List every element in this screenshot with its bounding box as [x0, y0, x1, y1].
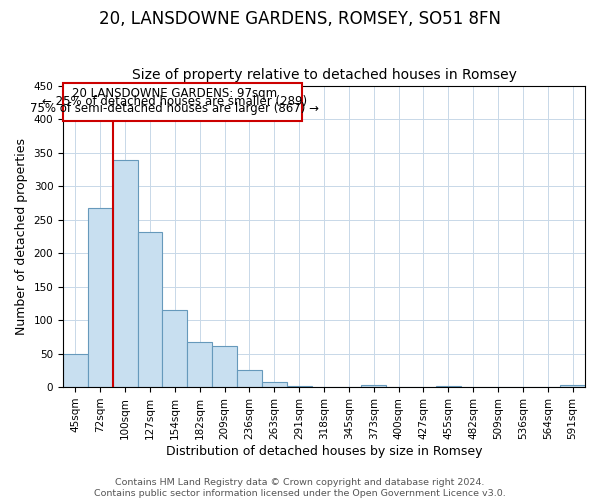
Bar — [113, 160, 137, 387]
Title: Size of property relative to detached houses in Romsey: Size of property relative to detached ho… — [131, 68, 517, 82]
Bar — [88, 208, 113, 387]
Bar — [237, 370, 262, 387]
Bar — [361, 385, 386, 387]
Bar — [137, 232, 163, 387]
Bar — [63, 354, 88, 387]
Text: 20, LANSDOWNE GARDENS, ROMSEY, SO51 8FN: 20, LANSDOWNE GARDENS, ROMSEY, SO51 8FN — [99, 10, 501, 28]
Text: 20 LANSDOWNE GARDENS: 97sqm: 20 LANSDOWNE GARDENS: 97sqm — [73, 88, 277, 101]
Text: 75% of semi-detached houses are larger (867) →: 75% of semi-detached houses are larger (… — [31, 102, 319, 115]
Bar — [163, 310, 187, 387]
Bar — [436, 386, 461, 387]
Text: Contains HM Land Registry data © Crown copyright and database right 2024.
Contai: Contains HM Land Registry data © Crown c… — [94, 478, 506, 498]
Bar — [287, 386, 311, 387]
Bar — [262, 382, 287, 387]
Text: ← 25% of detached houses are smaller (289): ← 25% of detached houses are smaller (28… — [43, 94, 307, 108]
Bar — [212, 346, 237, 387]
Bar — [187, 342, 212, 387]
FancyBboxPatch shape — [63, 82, 302, 122]
X-axis label: Distribution of detached houses by size in Romsey: Distribution of detached houses by size … — [166, 444, 482, 458]
Y-axis label: Number of detached properties: Number of detached properties — [15, 138, 28, 335]
Bar — [560, 385, 585, 387]
